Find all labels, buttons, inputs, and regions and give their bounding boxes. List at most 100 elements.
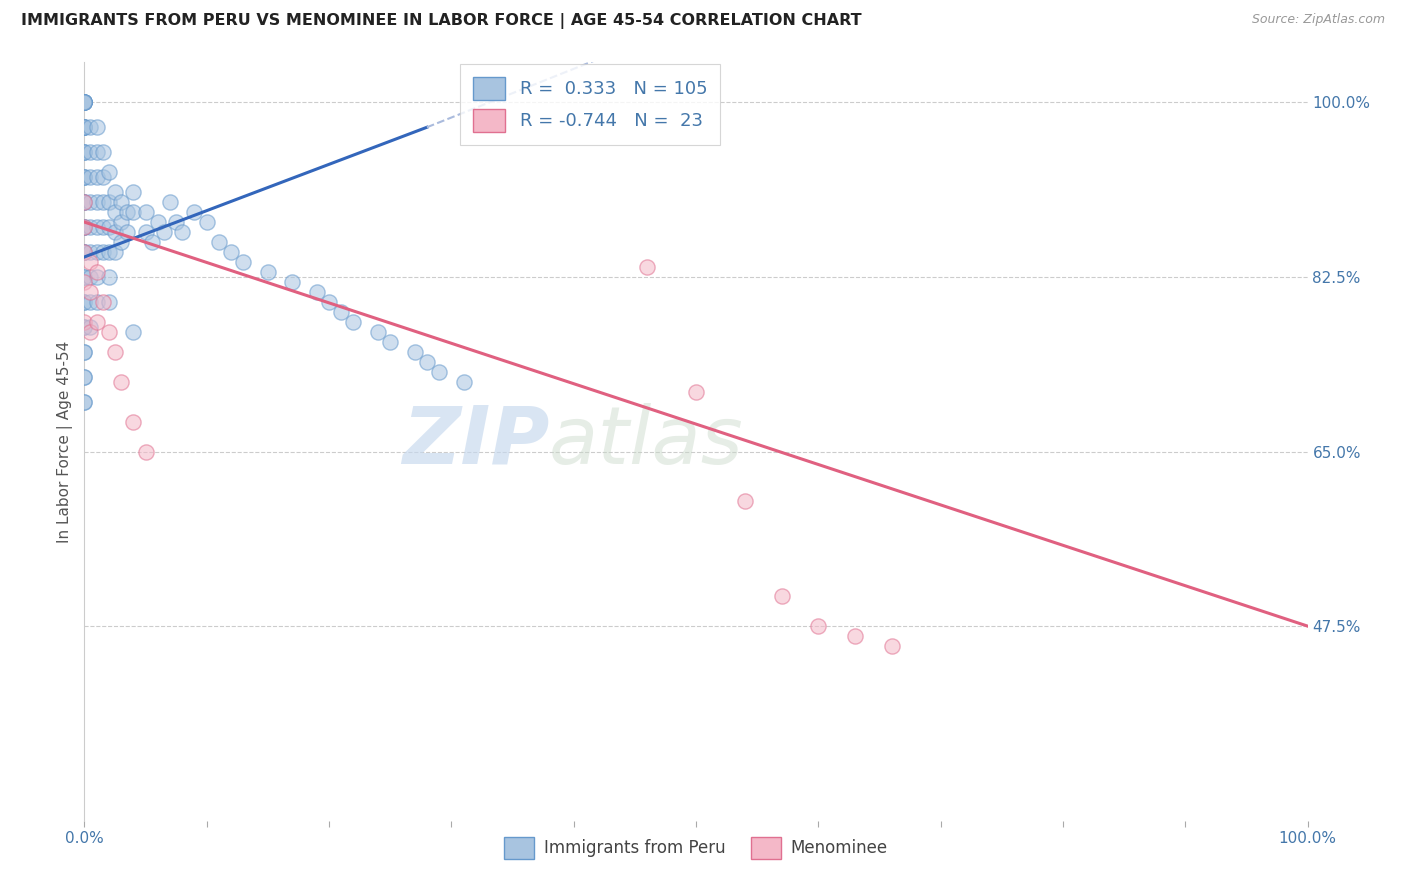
- Point: [153, 225, 176, 239]
- Y-axis label: In Labor Force | Age 45-54: In Labor Force | Age 45-54: [58, 341, 73, 542]
- Point: [367, 325, 389, 339]
- Point: [79, 220, 101, 235]
- Point: [73, 294, 96, 309]
- Point: [86, 195, 108, 210]
- Point: [73, 394, 96, 409]
- Point: [183, 205, 205, 219]
- Point: [159, 195, 181, 210]
- Point: [73, 344, 96, 359]
- Point: [97, 165, 120, 179]
- Point: [281, 275, 304, 289]
- Point: [79, 294, 101, 309]
- Point: [73, 120, 96, 135]
- Point: [122, 325, 145, 339]
- Point: [86, 315, 108, 329]
- Point: [91, 220, 114, 235]
- Point: [73, 319, 96, 334]
- Text: atlas: atlas: [550, 402, 744, 481]
- Point: [73, 120, 96, 135]
- Point: [79, 285, 101, 299]
- Point: [770, 589, 793, 603]
- Point: [73, 120, 96, 135]
- Point: [97, 244, 120, 259]
- Point: [305, 285, 328, 299]
- Point: [73, 195, 96, 210]
- Point: [122, 185, 145, 199]
- Point: [86, 294, 108, 309]
- Text: ZIP: ZIP: [402, 402, 550, 481]
- Point: [79, 195, 101, 210]
- Point: [104, 185, 127, 199]
- Point: [73, 95, 96, 110]
- Point: [91, 195, 114, 210]
- Point: [110, 375, 132, 389]
- Point: [734, 494, 756, 508]
- Point: [73, 269, 96, 284]
- Point: [104, 244, 127, 259]
- Point: [73, 344, 96, 359]
- Point: [404, 344, 426, 359]
- Point: [427, 365, 450, 379]
- Point: [91, 244, 114, 259]
- Point: [73, 220, 96, 235]
- Point: [73, 244, 96, 259]
- Point: [115, 225, 138, 239]
- Point: [73, 170, 96, 185]
- Point: [86, 220, 108, 235]
- Point: [453, 375, 475, 389]
- Point: [79, 145, 101, 160]
- Point: [91, 294, 114, 309]
- Point: [73, 145, 96, 160]
- Point: [73, 95, 96, 110]
- Point: [380, 334, 402, 349]
- Point: [73, 315, 96, 329]
- Point: [79, 255, 101, 269]
- Point: [79, 325, 101, 339]
- Point: [232, 255, 254, 269]
- Point: [73, 120, 96, 135]
- Point: [110, 195, 132, 210]
- Point: [79, 269, 101, 284]
- Point: [135, 205, 157, 219]
- Point: [79, 244, 101, 259]
- Point: [73, 145, 96, 160]
- Point: [97, 325, 120, 339]
- Point: [880, 639, 903, 653]
- Point: [115, 205, 138, 219]
- Point: [73, 195, 96, 210]
- Point: [73, 244, 96, 259]
- Point: [110, 235, 132, 249]
- Point: [73, 170, 96, 185]
- Point: [86, 145, 108, 160]
- Point: [97, 220, 120, 235]
- Point: [318, 294, 340, 309]
- Point: [73, 369, 96, 384]
- Point: [73, 394, 96, 409]
- Point: [342, 315, 364, 329]
- Point: [73, 369, 96, 384]
- Point: [165, 215, 187, 229]
- Point: [73, 294, 96, 309]
- Point: [135, 444, 157, 458]
- Point: [79, 120, 101, 135]
- Point: [73, 95, 96, 110]
- Point: [416, 355, 439, 369]
- Point: [685, 384, 707, 399]
- Point: [844, 629, 866, 643]
- Point: [73, 319, 96, 334]
- Point: [104, 344, 127, 359]
- Point: [91, 170, 114, 185]
- Point: [73, 195, 96, 210]
- Point: [146, 215, 169, 229]
- Point: [330, 305, 353, 319]
- Point: [73, 220, 96, 235]
- Point: [73, 95, 96, 110]
- Point: [73, 95, 96, 110]
- Point: [73, 95, 96, 110]
- Point: [122, 415, 145, 429]
- Point: [79, 170, 101, 185]
- Point: [135, 225, 157, 239]
- Point: [110, 215, 132, 229]
- Text: IMMIGRANTS FROM PERU VS MENOMINEE IN LABOR FORCE | AGE 45-54 CORRELATION CHART: IMMIGRANTS FROM PERU VS MENOMINEE IN LAB…: [21, 13, 862, 29]
- Point: [195, 215, 218, 229]
